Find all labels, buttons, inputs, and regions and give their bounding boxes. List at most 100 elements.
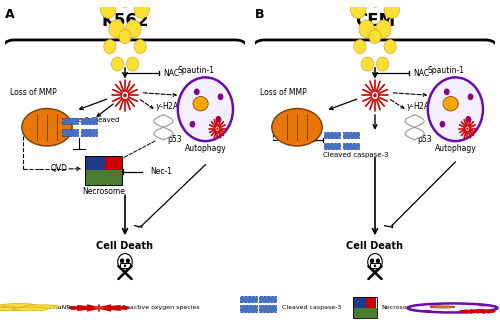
Text: K562: K562 (101, 12, 149, 30)
Circle shape (194, 89, 200, 95)
Text: CEM: CEM (355, 12, 395, 30)
Circle shape (190, 121, 196, 128)
Circle shape (178, 77, 233, 141)
Circle shape (112, 57, 124, 71)
FancyBboxPatch shape (81, 130, 97, 136)
Circle shape (369, 30, 381, 44)
Circle shape (374, 265, 376, 267)
Circle shape (0, 307, 26, 311)
Circle shape (408, 303, 498, 313)
Circle shape (475, 311, 480, 312)
Text: Cell Death: Cell Death (96, 241, 154, 251)
Text: Nec-1: Nec-1 (150, 167, 172, 176)
Text: Reactive oxygen species: Reactive oxygen species (122, 306, 200, 310)
FancyBboxPatch shape (85, 156, 105, 170)
Circle shape (126, 259, 130, 263)
Circle shape (216, 116, 221, 123)
Circle shape (420, 310, 432, 311)
Circle shape (362, 57, 374, 71)
Ellipse shape (22, 109, 72, 146)
Circle shape (372, 91, 378, 100)
Circle shape (384, 1, 400, 18)
Circle shape (368, 0, 382, 7)
Text: NAC: NAC (414, 69, 430, 78)
Text: Spautin-1: Spautin-1 (178, 66, 214, 75)
Text: Loss of MMP: Loss of MMP (10, 88, 56, 97)
Text: QVD: QVD (50, 164, 68, 173)
Circle shape (0, 305, 14, 308)
Ellipse shape (272, 109, 322, 146)
FancyBboxPatch shape (352, 308, 376, 319)
Circle shape (100, 1, 116, 18)
Circle shape (468, 94, 473, 100)
Text: Necrosome: Necrosome (382, 306, 417, 310)
Text: Cell Death: Cell Death (346, 241, 404, 251)
Circle shape (428, 77, 483, 141)
FancyBboxPatch shape (370, 263, 380, 268)
FancyBboxPatch shape (0, 40, 250, 290)
Circle shape (134, 40, 146, 53)
Circle shape (376, 20, 391, 38)
Circle shape (12, 307, 48, 311)
Ellipse shape (443, 97, 458, 111)
FancyBboxPatch shape (259, 296, 276, 303)
FancyBboxPatch shape (85, 170, 122, 185)
FancyBboxPatch shape (343, 132, 359, 138)
FancyBboxPatch shape (250, 40, 500, 290)
Text: Necrosome: Necrosome (82, 187, 125, 196)
Circle shape (118, 254, 132, 270)
FancyBboxPatch shape (62, 130, 78, 136)
Text: $\gamma$-H2Ax: $\gamma$-H2Ax (155, 100, 184, 113)
FancyBboxPatch shape (62, 118, 78, 125)
Circle shape (119, 30, 131, 44)
Text: Autophagy: Autophagy (434, 144, 476, 153)
FancyBboxPatch shape (324, 143, 340, 149)
Circle shape (134, 1, 150, 18)
Circle shape (124, 265, 126, 267)
Ellipse shape (193, 97, 208, 111)
Text: p53: p53 (167, 135, 182, 144)
Circle shape (354, 40, 366, 53)
Text: Autophagy: Autophagy (184, 144, 226, 153)
Text: p53: p53 (417, 135, 432, 144)
Text: B: B (255, 8, 264, 21)
FancyBboxPatch shape (324, 132, 340, 138)
Circle shape (120, 259, 124, 263)
Text: $\gamma$-H2Ax: $\gamma$-H2Ax (406, 100, 436, 113)
Circle shape (215, 126, 220, 131)
Ellipse shape (430, 306, 455, 308)
FancyBboxPatch shape (81, 118, 97, 125)
Circle shape (384, 40, 396, 53)
Text: Loss of MMP: Loss of MMP (260, 88, 306, 97)
Circle shape (474, 309, 486, 310)
Circle shape (472, 311, 482, 312)
FancyBboxPatch shape (240, 305, 256, 312)
Circle shape (350, 1, 366, 18)
Circle shape (368, 254, 382, 270)
Circle shape (118, 0, 132, 7)
Circle shape (126, 57, 138, 71)
Text: Caspase-3 Cleaved: Caspase-3 Cleaved (53, 117, 120, 123)
Circle shape (478, 305, 490, 306)
Circle shape (466, 116, 471, 123)
Text: NAC: NAC (164, 69, 180, 78)
Circle shape (122, 91, 128, 100)
Circle shape (359, 20, 374, 38)
Circle shape (374, 94, 376, 98)
FancyBboxPatch shape (259, 305, 276, 312)
Circle shape (109, 20, 124, 38)
FancyBboxPatch shape (343, 143, 359, 149)
Text: Cleaved caspase-3: Cleaved caspase-3 (282, 306, 342, 310)
Text: A: A (5, 8, 15, 21)
FancyBboxPatch shape (240, 296, 256, 303)
Circle shape (218, 94, 224, 100)
FancyBboxPatch shape (106, 156, 122, 170)
Text: QVD: QVD (300, 135, 318, 144)
Circle shape (216, 127, 218, 130)
FancyBboxPatch shape (352, 297, 366, 308)
Circle shape (90, 307, 108, 309)
Text: Cleaved caspase-3: Cleaved caspase-3 (323, 152, 388, 158)
Circle shape (370, 259, 374, 263)
Circle shape (1, 304, 37, 307)
Circle shape (376, 259, 380, 263)
